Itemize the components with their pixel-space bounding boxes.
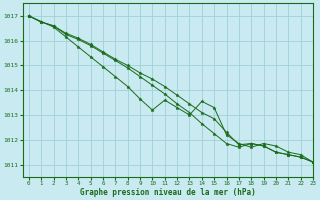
X-axis label: Graphe pression niveau de la mer (hPa): Graphe pression niveau de la mer (hPa) [80,188,256,197]
